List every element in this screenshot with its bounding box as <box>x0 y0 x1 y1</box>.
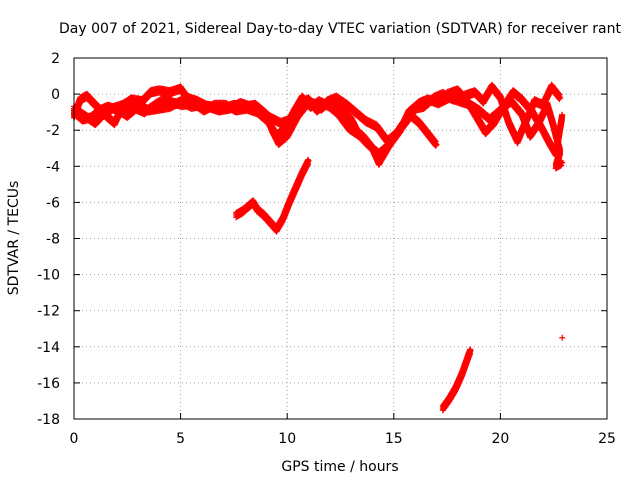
x-axis-label: GPS time / hours <box>281 459 398 475</box>
y-axis-label: SDTVAR / TECUs <box>6 181 22 296</box>
chart-title: Day 007 of 2021, Sidereal Day-to-day VTE… <box>59 21 621 37</box>
